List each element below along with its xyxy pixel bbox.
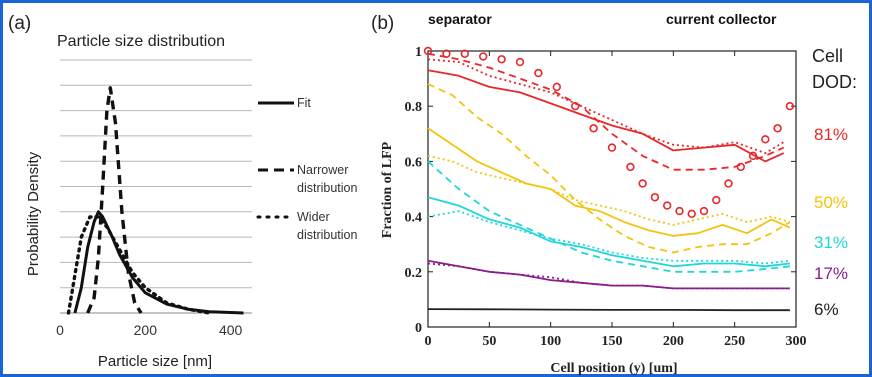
dod-label: 50% bbox=[814, 193, 848, 212]
panel-b-marker bbox=[736, 162, 745, 172]
panel-b-series-line bbox=[427, 127, 791, 237]
panel-b-label: (b) bbox=[371, 13, 394, 34]
panel-a-title: Particle size distribution bbox=[57, 33, 225, 50]
panel-a-xlabel: Particle size [nm] bbox=[98, 353, 212, 370]
panel-b-marker bbox=[638, 179, 647, 188]
panel-b-marker bbox=[479, 52, 488, 61]
panel-b-marker bbox=[712, 195, 721, 205]
panel-a-series-line bbox=[86, 86, 143, 314]
panel-b-series-line bbox=[427, 52, 785, 171]
panel-b-marker bbox=[607, 143, 617, 152]
panel-b-series-line bbox=[427, 58, 785, 155]
panel-b-series-line bbox=[427, 69, 785, 163]
panel-b-y-tick: 0 bbox=[415, 321, 422, 336]
panel-b-axes: 0 50 100 150 200 250 300 0 0.2 0.4 0.6 0.8 1 bbox=[405, 45, 807, 349]
panel-b-xlabel: Cell position (y) [um] bbox=[550, 361, 677, 376]
panel-b-marker bbox=[626, 162, 635, 172]
panel-b-marker bbox=[785, 101, 795, 111]
legend-label: Wider bbox=[297, 210, 330, 224]
panel-b-x-tick: 200 bbox=[663, 334, 684, 349]
legend-label: Narrower bbox=[297, 163, 348, 177]
panel-b-marker bbox=[515, 57, 525, 67]
legend-label: distribution bbox=[297, 181, 357, 195]
panel-b-marker bbox=[687, 209, 696, 219]
panel-b-x-tick: 0 bbox=[425, 334, 432, 349]
panel-b-x-tick: 300 bbox=[786, 334, 807, 349]
panel-b-marker bbox=[748, 151, 758, 161]
current-collector-note: current collector bbox=[666, 11, 777, 27]
panel-a-x-tick: 200 bbox=[134, 322, 158, 338]
panel-b-series-line bbox=[427, 210, 790, 265]
panel-b-series-line bbox=[427, 262, 790, 290]
panel-b-marker bbox=[724, 179, 733, 188]
panel-b-ylabel: Fraction of LFP bbox=[380, 141, 395, 238]
panel-a-x-tick: 0 bbox=[56, 322, 64, 338]
panel-b-y-tick: 0.8 bbox=[405, 100, 423, 115]
panel-b-marker bbox=[442, 49, 451, 58]
separator-note: separator bbox=[428, 11, 492, 27]
panel-b-marker bbox=[423, 46, 433, 56]
panel-b-series bbox=[423, 46, 795, 312]
panel-b-marker bbox=[552, 82, 561, 92]
panel-b-marker bbox=[460, 49, 469, 58]
panel-b-marker bbox=[675, 206, 684, 216]
panel-b-x-tick: 250 bbox=[724, 334, 745, 349]
panel-b-y-tick: 0.6 bbox=[405, 155, 423, 170]
dod-label: 17% bbox=[814, 264, 848, 283]
panel-b-marker bbox=[589, 124, 598, 133]
panel-b-marker bbox=[761, 135, 770, 144]
dod-labels: Cell DOD: 81% 50% 31% 17% 6% bbox=[812, 46, 857, 319]
panel-b-x-tick: 150 bbox=[602, 334, 623, 349]
panel-a-series bbox=[66, 86, 244, 315]
panel-b-marker bbox=[570, 101, 580, 111]
panel-a-x-tick: 400 bbox=[219, 322, 243, 338]
panel-b-marker bbox=[650, 193, 660, 202]
panel-b-marker bbox=[534, 68, 543, 78]
panel-b-y-tick: 0.4 bbox=[405, 211, 423, 226]
dod-title: Cell bbox=[812, 46, 843, 66]
panel-b-marker bbox=[497, 55, 506, 64]
panel-b-y-tick: 1 bbox=[415, 45, 422, 60]
panel-a-series-line bbox=[66, 215, 212, 315]
dod-label: 81% bbox=[814, 125, 848, 144]
panel-b-series-line bbox=[427, 308, 790, 312]
panel-b-marker bbox=[662, 201, 672, 210]
dod-label: 6% bbox=[814, 300, 839, 319]
panel-a-legend: Fit Narrower distribution Wider distribution bbox=[256, 96, 357, 242]
dod-label: 31% bbox=[814, 233, 848, 252]
panel-b-x-tick: 100 bbox=[540, 334, 561, 349]
panel-a-label: (a) bbox=[8, 13, 31, 34]
panel-a-axes: 0 200 400 bbox=[56, 312, 252, 338]
legend-label: distribution bbox=[297, 228, 357, 242]
panel-a-ylabel: Probability Density bbox=[25, 151, 42, 276]
panel-a-grid bbox=[60, 59, 252, 289]
dod-title: DOD: bbox=[812, 72, 857, 92]
panel-b-y-tick: 0.2 bbox=[405, 266, 423, 281]
legend-label: Fit bbox=[297, 96, 311, 110]
panel-b-series-line bbox=[427, 196, 791, 268]
panel-b-x-tick: 50 bbox=[482, 334, 496, 349]
panel-b-series-line bbox=[427, 259, 790, 290]
panel-b-marker bbox=[699, 206, 709, 216]
panel-b-marker bbox=[773, 124, 782, 133]
panel-b-series-line bbox=[427, 83, 791, 254]
